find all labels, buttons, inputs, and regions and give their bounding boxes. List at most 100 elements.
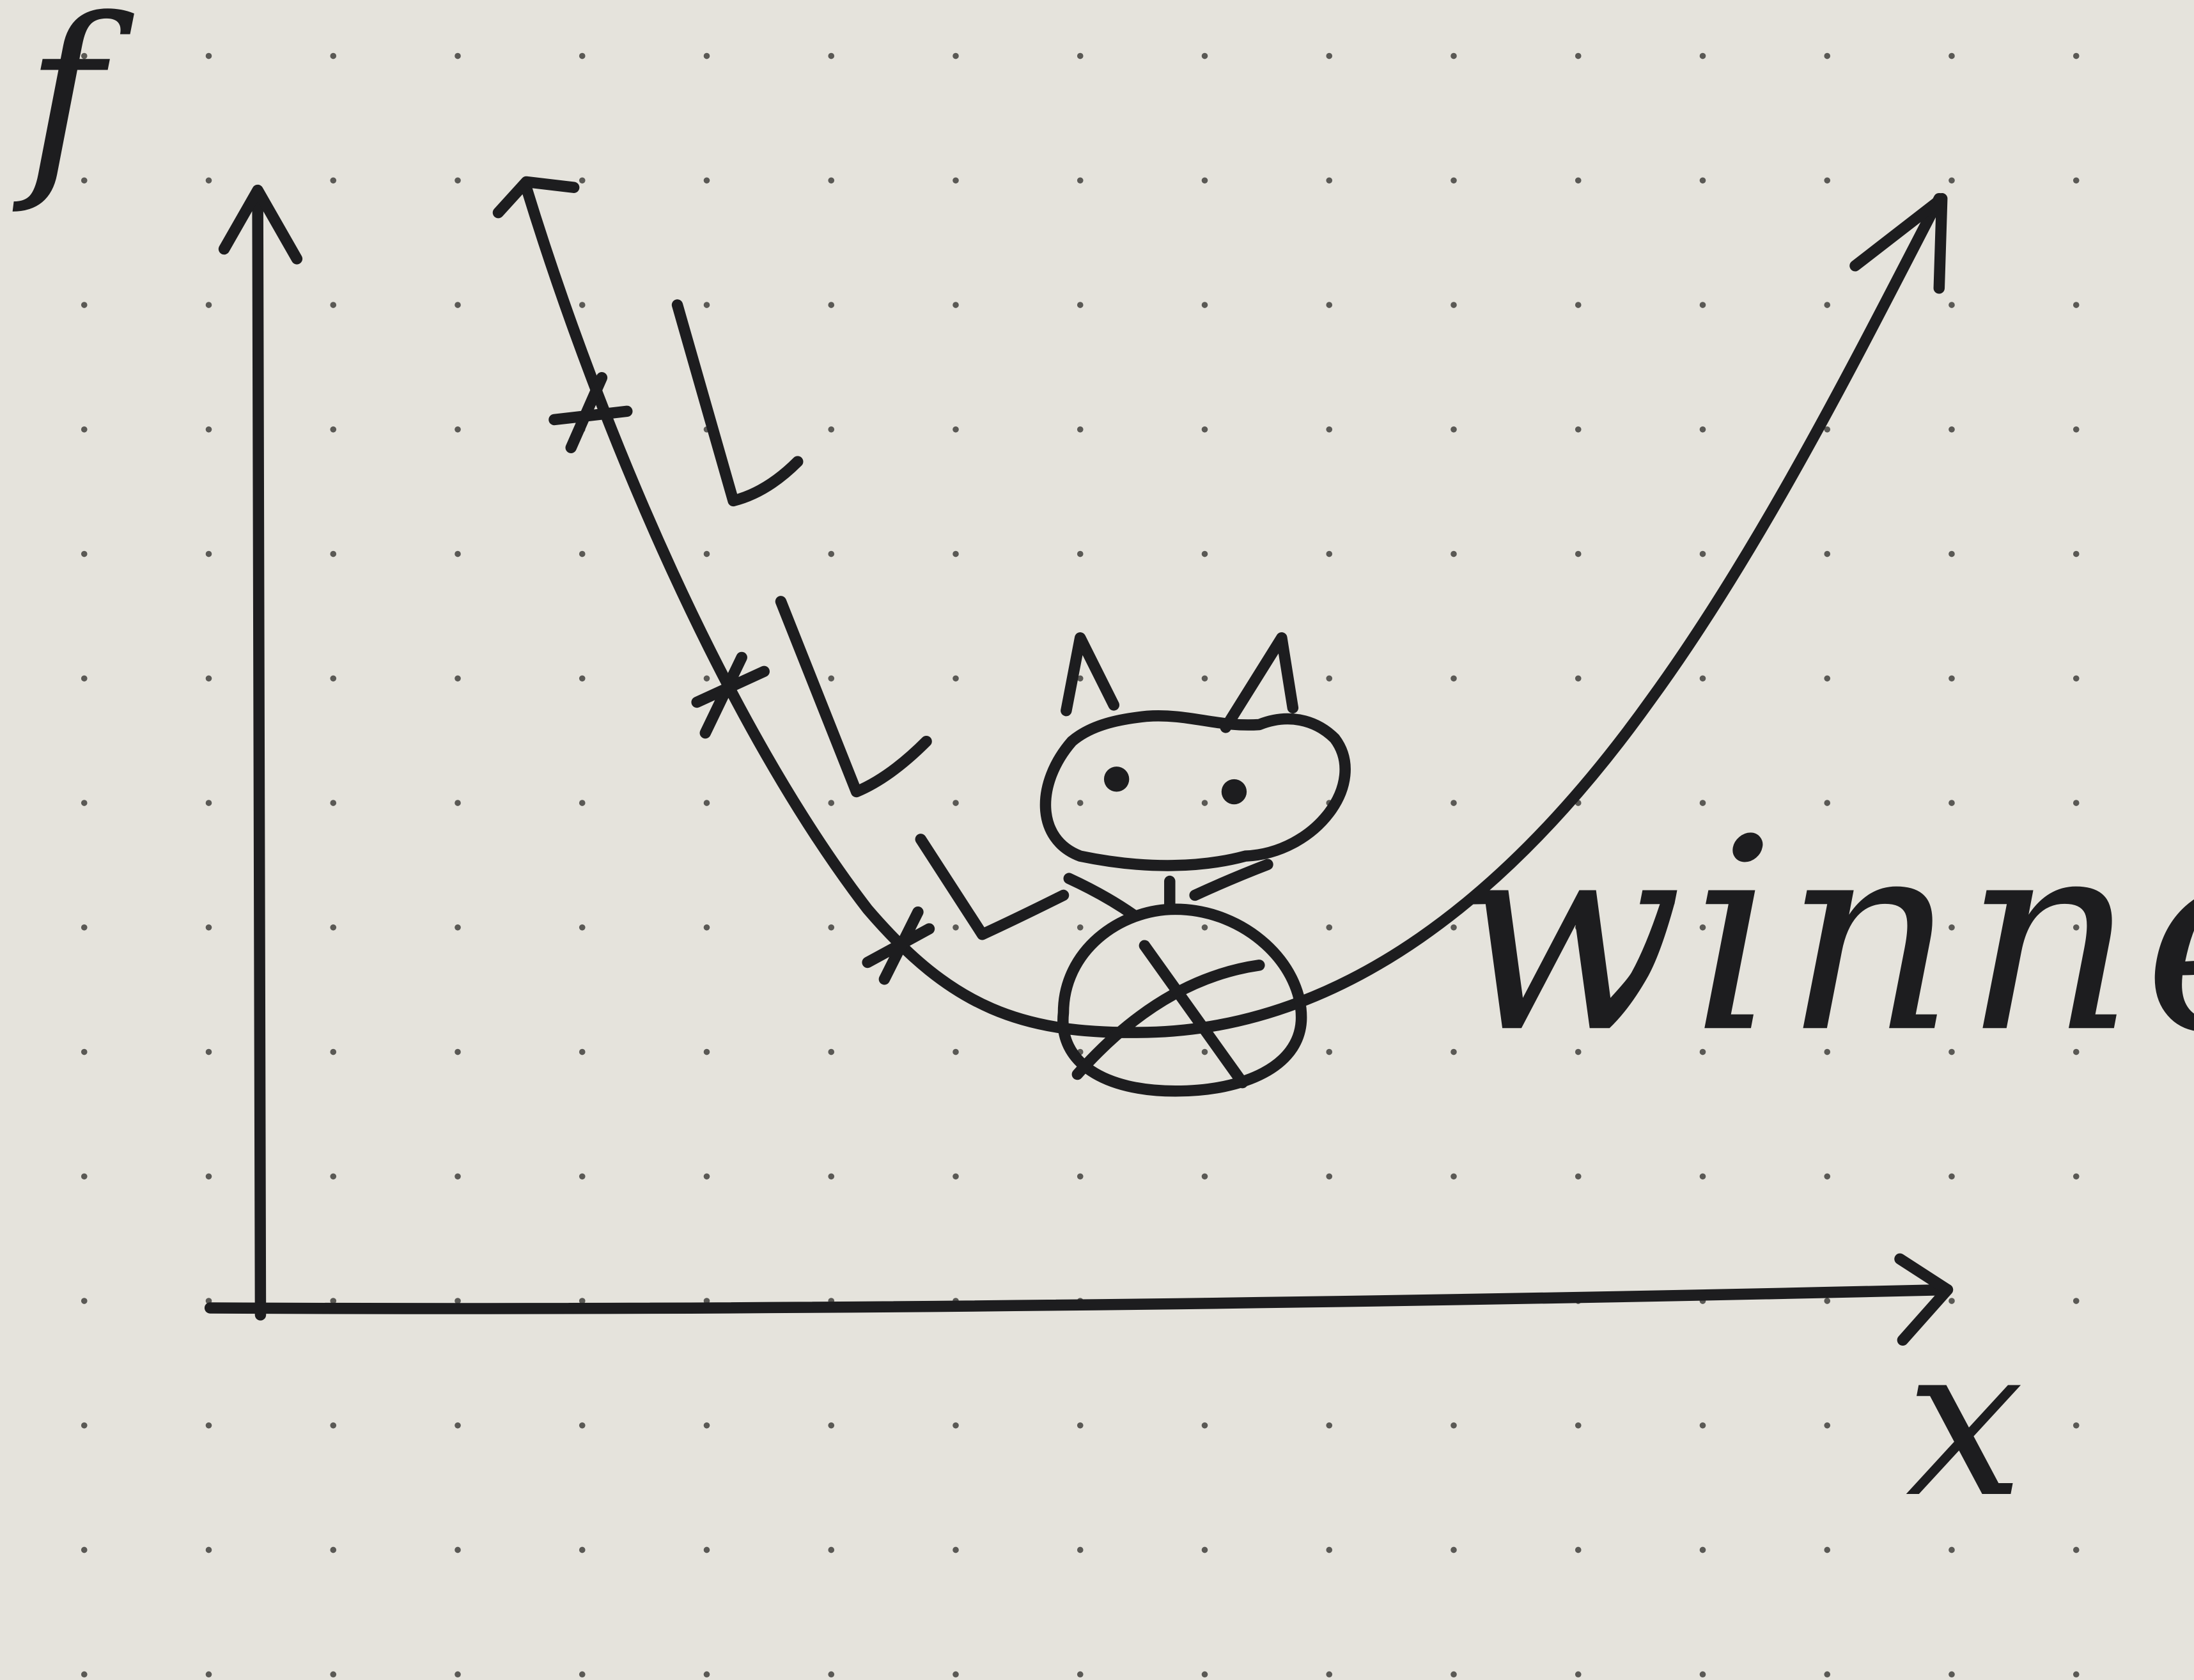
cat-mascot — [1039, 632, 1351, 921]
grid-dot — [81, 675, 88, 682]
grid-dot — [1326, 550, 1333, 557]
grid-dot — [1077, 675, 1084, 682]
grid-dot — [1077, 924, 1084, 931]
grid-dot — [330, 1422, 337, 1429]
grid-dot — [1699, 1671, 1706, 1678]
grid-dot — [1451, 1422, 1457, 1429]
grid-dot — [828, 1173, 835, 1180]
y-axis — [218, 184, 303, 1321]
grid-dot — [1326, 675, 1333, 682]
grid-dot — [1326, 1671, 1333, 1678]
grid-dot — [1077, 52, 1084, 59]
grid-dot — [1699, 52, 1706, 59]
grid-dot — [1451, 1546, 1457, 1553]
grid-dot — [2073, 1173, 2080, 1180]
grid-dot — [579, 1048, 586, 1055]
grid-dot — [953, 800, 959, 806]
grid-dot — [1949, 924, 1955, 931]
grid-dot — [703, 1173, 710, 1180]
grid-dot — [1824, 550, 1831, 557]
grid-dot — [205, 426, 212, 433]
grid-dot — [2073, 1546, 2080, 1553]
grid-dot — [579, 1671, 586, 1678]
grid-dot — [703, 1048, 710, 1055]
grid-dot — [205, 1422, 212, 1429]
grid-dot — [953, 1546, 959, 1553]
grid-dot — [953, 1048, 959, 1055]
grid-dot — [1699, 426, 1706, 433]
minimum-ball — [1057, 903, 1307, 1097]
grid-dot — [1824, 52, 1831, 59]
grid-dot — [828, 550, 835, 557]
grid-dot — [455, 1298, 461, 1304]
winner-annotation: winner! — [1455, 782, 2194, 1091]
grid-dot — [205, 550, 212, 557]
x-axis-label: x — [1906, 1300, 2024, 1544]
grid-dot — [330, 1546, 337, 1553]
grid-dot — [330, 1671, 337, 1678]
grid-dot — [2073, 550, 2080, 557]
grid-dot — [1699, 1173, 1706, 1180]
grid-dot — [205, 177, 212, 184]
x-axis — [204, 1253, 1954, 1346]
grid-dot — [1201, 1048, 1208, 1055]
grid-dot — [2073, 52, 2080, 59]
grid-dot — [1699, 1048, 1706, 1055]
grid-dot — [1949, 1173, 1955, 1180]
grid-dot — [1949, 550, 1955, 557]
grid-dot — [1824, 1546, 1831, 1553]
grid-dot — [1077, 800, 1084, 806]
grid-dot — [1077, 177, 1084, 184]
grid-dot — [205, 1048, 212, 1055]
grid-dot — [205, 1546, 212, 1553]
grid-dot — [81, 1173, 88, 1180]
cat-right-eye — [1221, 779, 1247, 805]
grid-dot — [1824, 1671, 1831, 1678]
grid-dot — [81, 550, 88, 557]
grid-dot — [1949, 177, 1955, 184]
grid-dot — [828, 1671, 835, 1678]
grid-dot — [828, 800, 835, 806]
grid-dot — [1949, 1422, 1955, 1429]
grid-dot — [703, 924, 710, 931]
grid-dot — [330, 426, 337, 433]
grid-dot — [579, 52, 586, 59]
grid-dot — [455, 1422, 461, 1429]
grid-dot — [2073, 1422, 2080, 1429]
grid-dot — [953, 675, 959, 682]
grid-dot — [2073, 426, 2080, 433]
grid-dot — [828, 426, 835, 433]
grid-dot — [1575, 177, 1582, 184]
grid-dot — [81, 426, 88, 433]
grid-dot — [1077, 1173, 1084, 1180]
grid-dot — [579, 1422, 586, 1429]
grid-dot — [330, 52, 337, 59]
grid-dot — [81, 52, 88, 59]
grid-dot — [1326, 52, 1333, 59]
grid-dot — [1326, 426, 1333, 433]
grid-dot — [2073, 1671, 2080, 1678]
grid-dot — [953, 177, 959, 184]
grid-dot — [2073, 800, 2080, 806]
grid-dot — [1077, 1546, 1084, 1553]
grid-dot — [1451, 177, 1457, 184]
grid-dot — [330, 675, 337, 682]
grid-dot — [1699, 550, 1706, 557]
grid-dot — [953, 924, 959, 931]
grid-dot — [81, 1298, 88, 1304]
grid-dot — [2073, 1298, 2080, 1304]
grid-dot — [1201, 1671, 1208, 1678]
grid-dot — [579, 177, 586, 184]
grid-dot — [455, 177, 461, 184]
grid-dot — [1824, 302, 1831, 308]
grid-dot — [2073, 924, 2080, 931]
grid-dot — [81, 1546, 88, 1553]
grid-dot — [1575, 675, 1582, 682]
descent-arrows — [671, 299, 1070, 940]
grid-dot — [703, 800, 710, 806]
grid-dot — [2073, 302, 2080, 308]
grid-dot — [455, 675, 461, 682]
grid-dot — [1949, 1546, 1955, 1553]
grid-dot — [1824, 924, 1831, 931]
grid-dot — [1451, 426, 1457, 433]
